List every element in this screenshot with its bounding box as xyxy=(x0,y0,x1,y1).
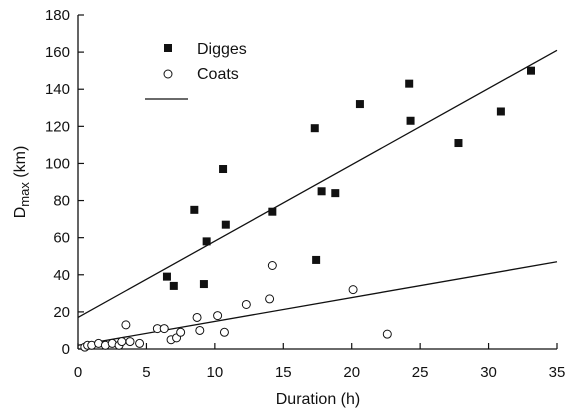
point-coats xyxy=(192,312,202,322)
x-tick-label: 10 xyxy=(207,364,224,381)
y-axis-title-main: D xyxy=(12,207,29,219)
y-axis-ticks: 0 20 40 60 80 100 120 140 160 180 xyxy=(45,7,84,358)
legend-label-coats: Coats xyxy=(197,66,239,83)
point-coats xyxy=(267,261,277,270)
point-digges xyxy=(162,272,171,281)
point-coats xyxy=(176,327,186,337)
point-digges xyxy=(199,280,208,289)
fit-lines xyxy=(77,49,558,346)
y-tick-label: 40 xyxy=(53,267,70,284)
y-tick-label: 80 xyxy=(53,193,70,210)
point-digges xyxy=(202,237,211,246)
x-tick-label: 0 xyxy=(74,364,82,381)
point-digges xyxy=(496,107,505,116)
legend: Digges Coats xyxy=(145,41,247,100)
point-digges xyxy=(312,255,321,264)
point-digges xyxy=(405,79,414,88)
point-digges xyxy=(221,220,230,229)
y-tick-label: 0 xyxy=(62,341,70,358)
point-digges xyxy=(526,66,535,75)
point-coats xyxy=(195,325,205,335)
x-tick-label: 15 xyxy=(275,364,292,381)
y-tick-label: 160 xyxy=(45,44,70,61)
point-digges xyxy=(219,165,228,174)
point-digges xyxy=(169,281,178,290)
point-coats xyxy=(265,294,275,304)
y-tick-label: 60 xyxy=(53,230,70,247)
point-digges xyxy=(190,205,199,214)
point-coats xyxy=(348,285,358,295)
x-tick-label: 35 xyxy=(549,364,566,381)
regression-line xyxy=(77,49,558,319)
point-digges xyxy=(355,100,364,109)
svg-text:Dmax (km): Dmax (km) xyxy=(12,146,32,219)
legend-marker-coats xyxy=(163,69,173,79)
point-digges xyxy=(406,116,415,125)
y-axis-title-subscript: max xyxy=(17,182,32,207)
point-coats xyxy=(382,329,392,339)
y-tick-label: 20 xyxy=(53,304,70,321)
y-tick-label: 180 xyxy=(45,7,70,24)
y-tick-label: 120 xyxy=(45,118,70,135)
x-tick-label: 5 xyxy=(142,364,150,381)
x-axis-title: Duration (h) xyxy=(276,391,360,408)
y-axis-title: Dmax (km) xyxy=(12,146,32,219)
point-digges xyxy=(454,139,463,148)
point-coats xyxy=(117,337,127,347)
point-coats xyxy=(213,311,223,321)
point-coats xyxy=(135,338,145,348)
data-points xyxy=(80,66,535,352)
point-coats xyxy=(125,337,135,347)
x-tick-label: 30 xyxy=(480,364,497,381)
x-tick-label: 20 xyxy=(343,364,360,381)
point-digges xyxy=(310,124,319,133)
x-tick-label: 25 xyxy=(412,364,429,381)
point-digges xyxy=(331,189,340,198)
legend-marker-digges xyxy=(164,44,172,52)
y-axis-title-unit: (km) xyxy=(12,146,29,182)
regression-line xyxy=(77,261,558,346)
point-coats xyxy=(121,320,131,330)
y-tick-label: 100 xyxy=(45,155,70,172)
point-digges xyxy=(268,207,277,216)
point-digges xyxy=(317,187,326,196)
x-axis-ticks: 0 5 10 15 20 25 30 35 xyxy=(74,343,566,381)
point-coats xyxy=(159,324,169,334)
point-coats xyxy=(241,299,251,309)
legend-label-digges: Digges xyxy=(197,41,247,58)
y-tick-label: 140 xyxy=(45,81,70,98)
point-coats xyxy=(219,327,229,337)
